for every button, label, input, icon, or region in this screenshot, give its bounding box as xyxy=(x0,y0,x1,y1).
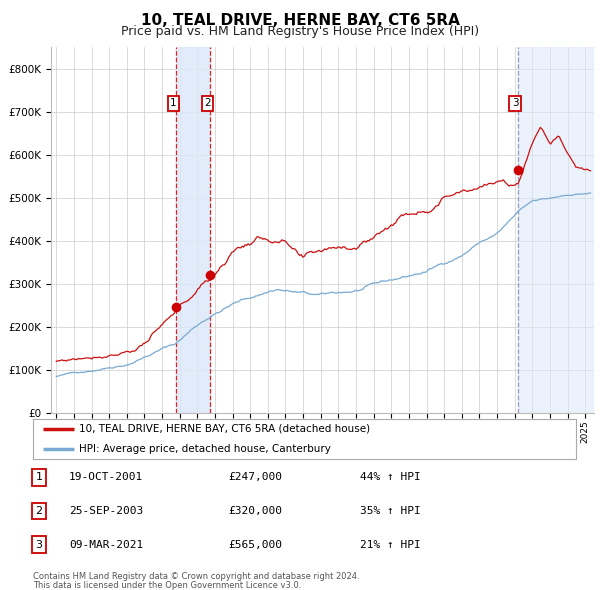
Text: HPI: Average price, detached house, Canterbury: HPI: Average price, detached house, Cant… xyxy=(79,444,331,454)
Text: 10, TEAL DRIVE, HERNE BAY, CT6 5RA: 10, TEAL DRIVE, HERNE BAY, CT6 5RA xyxy=(140,13,460,28)
Bar xyxy=(518,47,594,413)
Text: £320,000: £320,000 xyxy=(228,506,282,516)
Text: 3: 3 xyxy=(35,540,43,549)
Text: 10, TEAL DRIVE, HERNE BAY, CT6 5RA (detached house): 10, TEAL DRIVE, HERNE BAY, CT6 5RA (deta… xyxy=(79,424,370,434)
Text: 35% ↑ HPI: 35% ↑ HPI xyxy=(360,506,421,516)
Text: 1: 1 xyxy=(170,98,177,108)
Text: 2: 2 xyxy=(204,98,211,108)
Bar xyxy=(176,47,210,413)
Text: 2: 2 xyxy=(35,506,43,516)
Text: 19-OCT-2001: 19-OCT-2001 xyxy=(69,473,143,482)
Text: 09-MAR-2021: 09-MAR-2021 xyxy=(69,540,143,549)
Text: Contains HM Land Registry data © Crown copyright and database right 2024.: Contains HM Land Registry data © Crown c… xyxy=(33,572,359,581)
Text: £247,000: £247,000 xyxy=(228,473,282,482)
Text: £565,000: £565,000 xyxy=(228,540,282,549)
Text: 21% ↑ HPI: 21% ↑ HPI xyxy=(360,540,421,549)
Text: 25-SEP-2003: 25-SEP-2003 xyxy=(69,506,143,516)
Text: Price paid vs. HM Land Registry's House Price Index (HPI): Price paid vs. HM Land Registry's House … xyxy=(121,25,479,38)
Text: 3: 3 xyxy=(512,98,518,108)
Text: This data is licensed under the Open Government Licence v3.0.: This data is licensed under the Open Gov… xyxy=(33,581,301,589)
Text: 44% ↑ HPI: 44% ↑ HPI xyxy=(360,473,421,482)
Text: 1: 1 xyxy=(35,473,43,482)
